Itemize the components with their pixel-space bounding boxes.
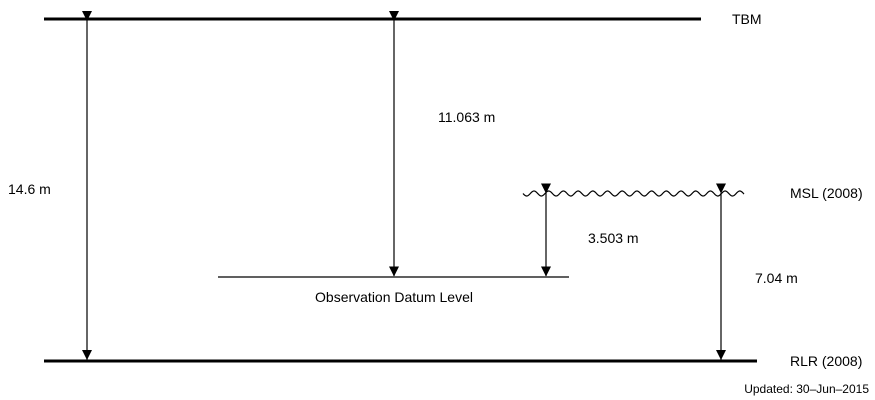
tbm-label: TBM	[732, 11, 762, 27]
msl-to-rlr-value: 7.04 m	[755, 270, 798, 286]
tbm-to-odl-value: 11.063 m	[438, 109, 495, 125]
tbm-to-rlr-value: 14.6 m	[8, 181, 51, 197]
rlr-label: RLR (2008)	[790, 353, 862, 369]
observation-datum-label: Observation Datum Level	[315, 289, 473, 305]
updated-date: Updated: 30–Jun–2015	[744, 382, 869, 396]
msl-to-odl-value: 3.503 m	[588, 230, 639, 246]
msl-label: MSL (2008)	[790, 185, 863, 201]
msl-wave-line	[522, 190, 745, 197]
